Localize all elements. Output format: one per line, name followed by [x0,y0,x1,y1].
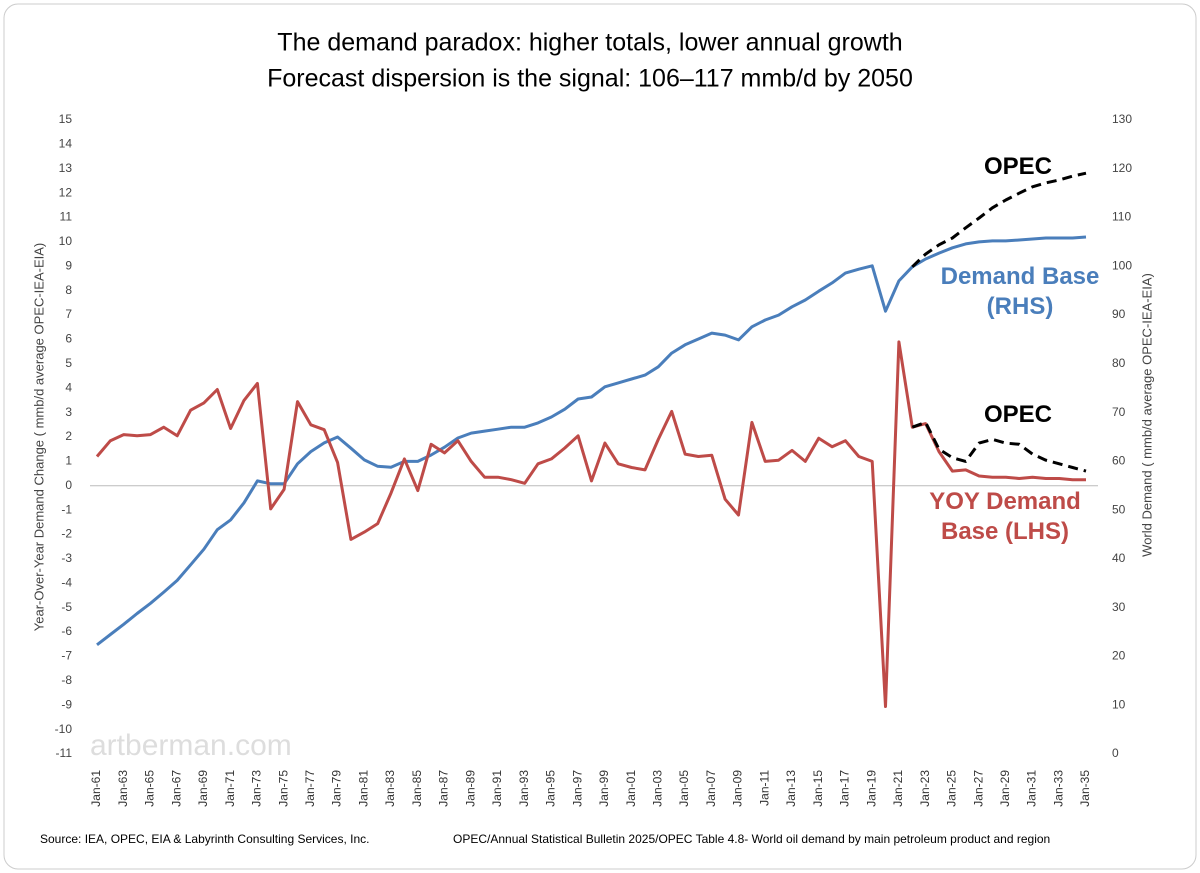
y2-tick-label: 90 [1112,307,1126,321]
x-tick-label: Jan-27 [971,770,985,807]
x-tick-label: Jan-15 [811,770,825,807]
x-tick-label: Jan-97 [570,770,584,807]
legend-label: OPEC [983,401,1052,428]
source-note: Source: IEA, OPEC, EIA & Labyrinth Consu… [40,832,369,846]
y2-tick-label: 30 [1112,600,1126,614]
y2-tick-label: 80 [1112,356,1126,370]
x-tick-label: Jan-63 [116,770,130,807]
y-tick-label: -6 [61,624,72,638]
y2-tick-label: 20 [1112,649,1126,663]
x-tick-label: Jan-67 [169,770,183,807]
x-tick-label: Jan-69 [196,770,210,807]
x-tick-label: Jan-11 [757,770,771,806]
x-tick-label: Jan-93 [517,770,531,807]
x-tick-label: Jan-19 [864,770,878,807]
y-tick-label: 2 [65,429,72,443]
y2-tick-label: 120 [1112,161,1132,175]
x-tick-label: Jan-81 [356,770,370,807]
y-tick-label: 0 [65,478,72,492]
y-tick-label: 13 [59,161,73,175]
y-tick-label: 7 [65,307,72,321]
x-tick-label: Jan-21 [891,770,905,807]
y2-tick-label: 70 [1112,405,1126,419]
x-tick-label: Jan-05 [677,770,691,807]
x-tick-label: Jan-07 [704,770,718,807]
y-axis-title: Year-Over-Year Demand Change ( mmb/d ave… [31,243,46,631]
x-tick-label: Jan-77 [303,770,317,807]
y2-tick-label: 100 [1112,258,1132,272]
x-tick-label: Jan-85 [410,770,424,807]
y-tick-label: 1 [65,454,72,468]
chart-title: The demand paradox: higher totals, lower… [277,29,902,57]
y-tick-label: 12 [59,185,73,199]
x-tick-label: Jan-83 [383,770,397,807]
y-tick-label: 5 [65,356,72,370]
x-tick-label: Jan-03 [650,770,664,807]
y2-tick-label: 0 [1112,746,1119,760]
x-tick-label: Jan-09 [731,770,745,807]
x-tick-label: Jan-71 [223,770,237,807]
y2-axis-title: World Demand ( mmb/d average OPEC-IEA-EI… [1139,273,1154,557]
x-tick-label: Jan-87 [437,770,451,807]
y2-tick-label: 40 [1112,551,1126,565]
x-tick-label: Jan-25 [945,770,959,807]
x-tick-label: Jan-35 [1078,770,1092,807]
y2-tick-label: 10 [1112,697,1126,711]
y-tick-label: 4 [65,380,72,394]
y-tick-label: 3 [65,405,72,419]
y-tick-label: 15 [59,112,73,126]
y-tick-label: -9 [61,697,72,711]
legend-label: OPEC [983,153,1052,180]
y-tick-label: -11 [56,746,73,760]
y-tick-label: -3 [61,551,72,565]
y-tick-label: 9 [65,258,72,272]
x-tick-label: Jan-79 [330,770,344,807]
y2-tick-label: 130 [1112,112,1132,126]
x-tick-label: Jan-91 [490,770,504,807]
x-tick-label: Jan-31 [1025,770,1039,807]
y-tick-label: -10 [55,722,73,736]
x-tick-label: Jan-89 [463,770,477,807]
series-line [911,171,1087,268]
y2-tick-label: 60 [1112,454,1126,468]
y2-tick-label: 50 [1112,502,1126,516]
y-tick-label: 8 [65,283,72,297]
legend-label: YOY Demand Base (LHS) [929,488,1081,545]
source-note: OPEC/Annual Statistical Bulletin 2025/OP… [453,832,1050,846]
x-tick-label: Jan-65 [143,770,157,807]
x-tick-label: Jan-73 [250,770,264,807]
legend-label: Demand Base (RHS) [940,263,1100,320]
x-tick-label: Jan-95 [544,770,558,807]
x-tick-label: Jan-01 [624,770,638,807]
x-tick-label: Jan-33 [1051,770,1065,807]
y2-tick-label: 110 [1112,210,1131,224]
y-tick-label: -4 [61,575,72,589]
x-tick-label: Jan-99 [597,770,611,807]
y-tick-label: 14 [59,137,73,151]
y-tick-label: 10 [59,234,73,248]
series-line [911,420,1087,473]
chart-subtitle: Forecast dispersion is the signal: 106–1… [267,65,913,93]
x-tick-label: Jan-29 [998,770,1012,807]
y-tick-label: 6 [65,332,72,346]
x-tick-label: Jan-61 [89,770,103,807]
watermark: artberman.com [90,729,292,762]
y-tick-label: -8 [61,673,72,687]
y-tick-label: -5 [61,600,72,614]
y-tick-label: -2 [61,527,72,541]
x-tick-label: Jan-23 [918,770,932,807]
y-tick-label: -7 [61,649,72,663]
y-tick-label: 11 [60,210,73,224]
series-line [96,235,1087,646]
y-tick-label: -1 [61,502,72,516]
x-tick-label: Jan-75 [276,770,290,807]
frame [3,3,1197,870]
x-tick-label: Jan-17 [838,770,852,807]
x-tick-label: Jan-13 [784,770,798,807]
